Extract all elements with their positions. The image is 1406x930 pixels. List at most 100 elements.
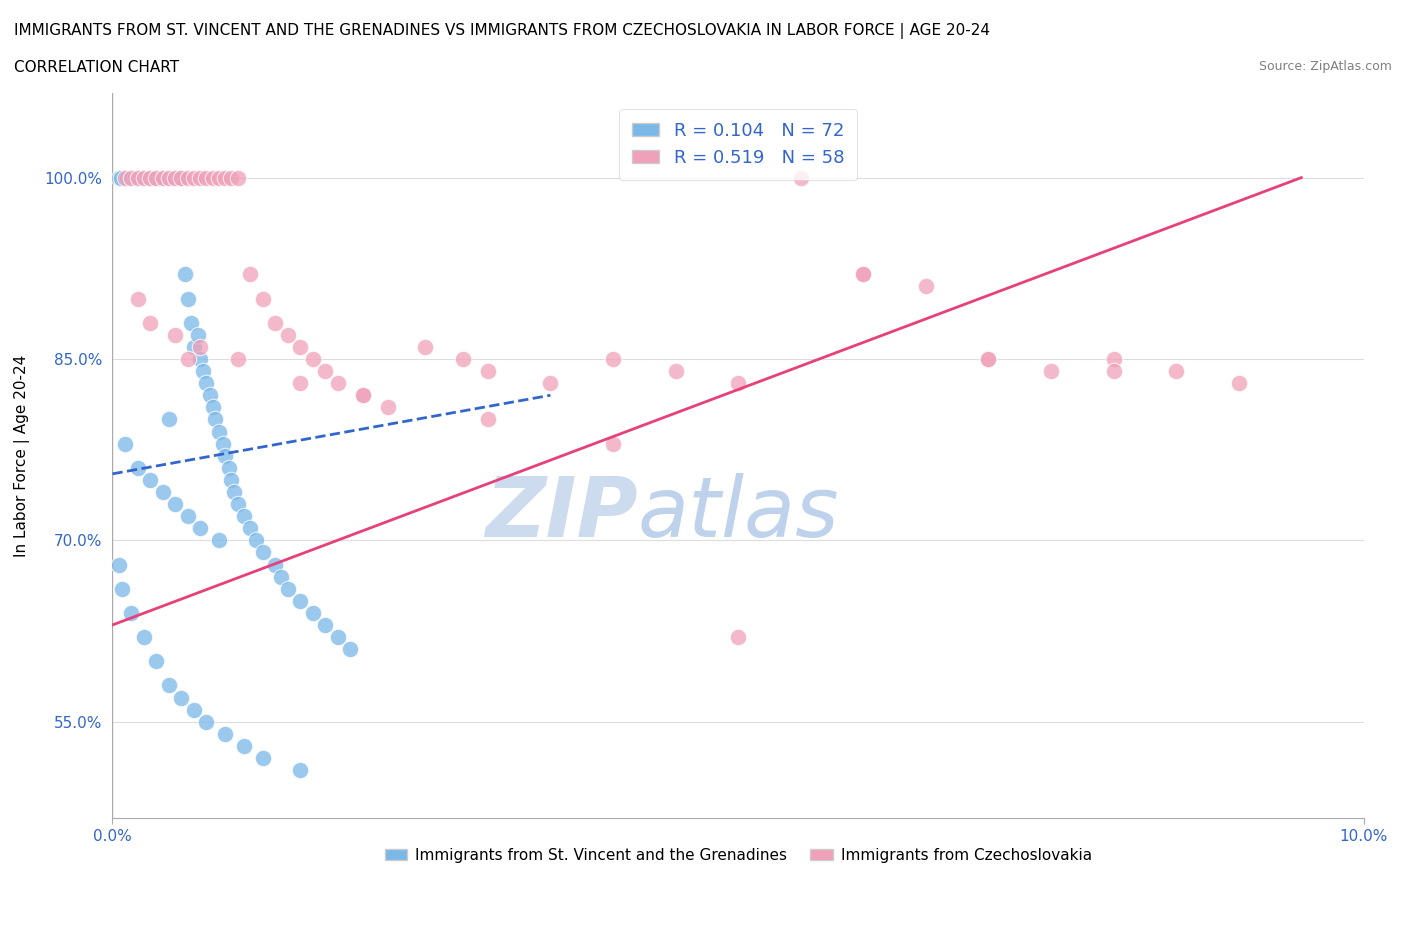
Point bbox=[1164, 364, 1187, 379]
Point bbox=[191, 364, 214, 379]
Point bbox=[174, 267, 197, 282]
Point bbox=[187, 327, 209, 342]
Point bbox=[245, 533, 267, 548]
Point bbox=[214, 448, 236, 463]
Point bbox=[277, 581, 299, 596]
Point bbox=[214, 726, 236, 741]
Point bbox=[198, 388, 221, 403]
Point bbox=[790, 170, 813, 185]
Text: ZIP: ZIP bbox=[485, 473, 638, 554]
Point bbox=[221, 170, 243, 185]
Point bbox=[252, 291, 274, 306]
Point bbox=[188, 339, 211, 354]
Point bbox=[176, 291, 198, 306]
Text: CORRELATION CHART: CORRELATION CHART bbox=[14, 60, 179, 75]
Point bbox=[195, 170, 218, 185]
Point bbox=[139, 472, 162, 487]
Point bbox=[114, 436, 136, 451]
Point bbox=[270, 569, 292, 584]
Point bbox=[301, 605, 323, 620]
Point bbox=[163, 170, 186, 185]
Point bbox=[132, 170, 155, 185]
Point bbox=[107, 170, 129, 185]
Point bbox=[477, 412, 499, 427]
Point bbox=[221, 472, 243, 487]
Point bbox=[142, 170, 165, 185]
Point bbox=[111, 581, 134, 596]
Point bbox=[139, 170, 162, 185]
Point bbox=[1102, 352, 1125, 366]
Point bbox=[110, 170, 132, 185]
Point bbox=[183, 702, 205, 717]
Point bbox=[176, 170, 198, 185]
Point bbox=[157, 678, 180, 693]
Point bbox=[201, 400, 224, 415]
Point bbox=[239, 267, 262, 282]
Point bbox=[214, 170, 236, 185]
Point bbox=[157, 170, 180, 185]
Point bbox=[222, 485, 245, 499]
Point bbox=[120, 605, 142, 620]
Point bbox=[127, 170, 149, 185]
Point bbox=[157, 170, 180, 185]
Point bbox=[129, 170, 152, 185]
Point bbox=[477, 364, 499, 379]
Point bbox=[145, 170, 167, 185]
Point bbox=[239, 521, 262, 536]
Point bbox=[170, 690, 193, 705]
Point bbox=[163, 170, 186, 185]
Point bbox=[451, 352, 474, 366]
Point bbox=[145, 170, 167, 185]
Point bbox=[157, 412, 180, 427]
Point bbox=[226, 170, 249, 185]
Point bbox=[163, 327, 186, 342]
Point bbox=[226, 497, 249, 512]
Point bbox=[188, 352, 211, 366]
Point bbox=[153, 170, 176, 185]
Point bbox=[664, 364, 686, 379]
Point bbox=[252, 545, 274, 560]
Point bbox=[139, 170, 162, 185]
Y-axis label: In Labor Force | Age 20-24: In Labor Force | Age 20-24 bbox=[14, 354, 30, 557]
Point bbox=[290, 593, 312, 608]
Point bbox=[208, 424, 231, 439]
Point bbox=[727, 376, 749, 391]
Point bbox=[352, 388, 374, 403]
Point bbox=[208, 533, 231, 548]
Point bbox=[1102, 364, 1125, 379]
Point bbox=[127, 460, 149, 475]
Point bbox=[290, 339, 312, 354]
Point bbox=[232, 509, 254, 524]
Point bbox=[139, 315, 162, 330]
Legend: Immigrants from St. Vincent and the Grenadines, Immigrants from Czechoslovakia: Immigrants from St. Vincent and the Gren… bbox=[378, 842, 1098, 869]
Point bbox=[127, 170, 149, 185]
Point bbox=[127, 291, 149, 306]
Point bbox=[290, 763, 312, 777]
Point bbox=[290, 376, 312, 391]
Point bbox=[149, 170, 172, 185]
Point bbox=[413, 339, 436, 354]
Point bbox=[163, 497, 186, 512]
Point bbox=[183, 339, 205, 354]
Point bbox=[915, 279, 938, 294]
Point bbox=[226, 352, 249, 366]
Point bbox=[314, 618, 336, 632]
Point bbox=[107, 557, 129, 572]
Point bbox=[170, 170, 193, 185]
Point bbox=[136, 170, 159, 185]
Point bbox=[852, 267, 875, 282]
Text: atlas: atlas bbox=[638, 473, 839, 554]
Point bbox=[218, 460, 240, 475]
Point bbox=[152, 485, 174, 499]
Point bbox=[377, 400, 399, 415]
Point bbox=[120, 170, 142, 185]
Point bbox=[195, 714, 218, 729]
Point bbox=[201, 170, 224, 185]
Point bbox=[977, 352, 1000, 366]
Point bbox=[204, 412, 226, 427]
Point bbox=[339, 642, 361, 657]
Point bbox=[183, 170, 205, 185]
Point bbox=[188, 170, 211, 185]
Point bbox=[1039, 364, 1063, 379]
Point bbox=[152, 170, 174, 185]
